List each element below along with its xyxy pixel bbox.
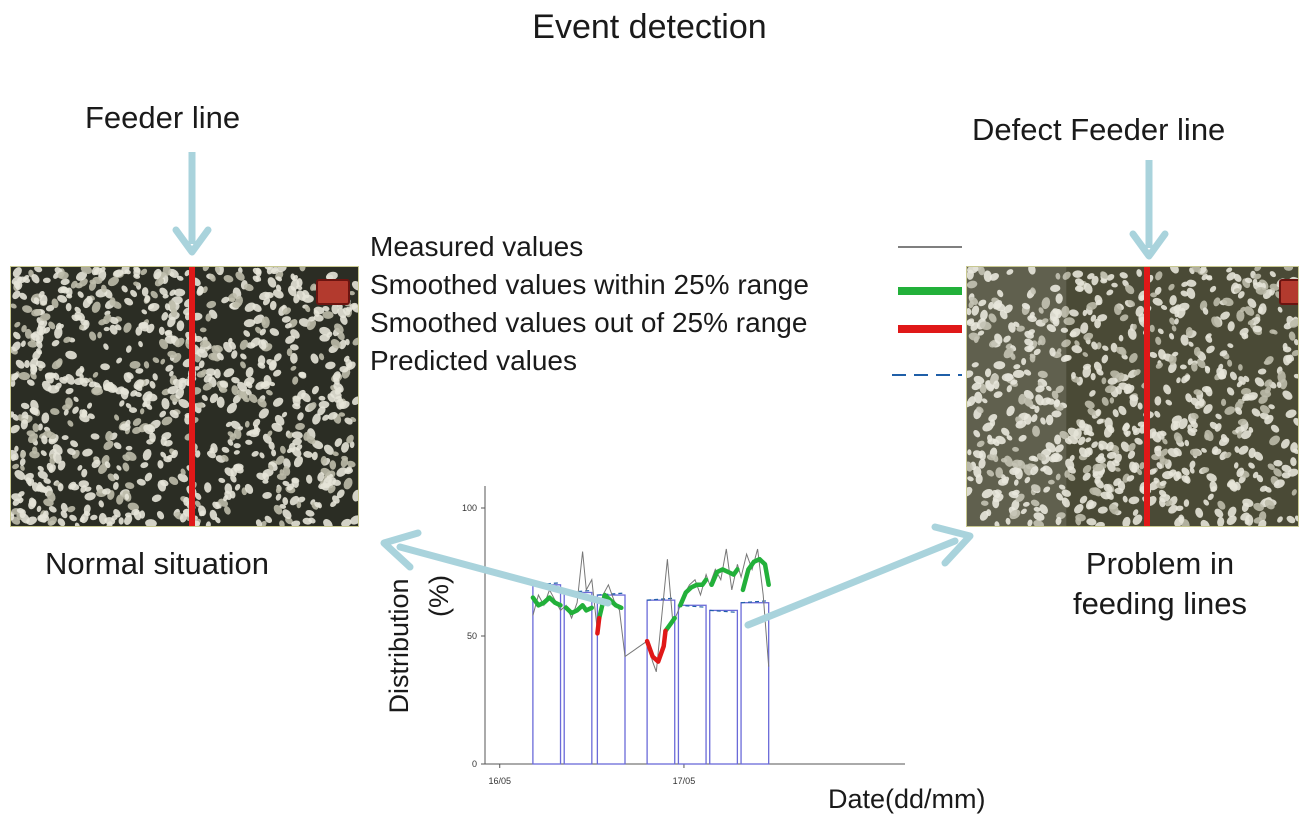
period-bar bbox=[740, 602, 770, 765]
defect-feeder-line-label: Defect Feeder line bbox=[972, 112, 1226, 147]
legend-item-out-of-range: Smoothed values out of 25% range bbox=[370, 307, 808, 338]
period-bar bbox=[563, 591, 593, 765]
smoothed-within-segment bbox=[596, 592, 624, 621]
problem-label-line2: feeding lines bbox=[1072, 586, 1248, 621]
period-bar bbox=[677, 604, 707, 765]
smoothed-within-segment bbox=[663, 615, 677, 634]
camera-icon bbox=[1279, 279, 1298, 305]
smoothed-within-segment bbox=[563, 603, 595, 616]
defect-feeder-line-marker bbox=[1144, 267, 1150, 526]
y-axis-label: Distribution bbox=[384, 578, 414, 713]
smoothed-within-segment bbox=[740, 556, 771, 593]
legend-item-within-range: Smoothed values within 25% range bbox=[370, 269, 809, 300]
smoothed-within-segment bbox=[678, 577, 709, 608]
predicted-line bbox=[709, 609, 738, 613]
predicted-line bbox=[597, 592, 626, 596]
x-axis-label: Date(dd/mm) bbox=[828, 784, 986, 814]
y-tick-label: 50 bbox=[467, 631, 477, 641]
legend: Measured values Smoothed values within 2… bbox=[370, 228, 809, 380]
predicted-line bbox=[647, 597, 675, 601]
y-tick-label: 0 bbox=[472, 759, 477, 769]
distribution-chart: 0 50 100 16/05 17/05 Distribution (%) Date(dd/m… bbox=[384, 486, 986, 814]
feeder-line-label: Feeder line bbox=[85, 100, 241, 135]
y-axis-unit-label: (%) bbox=[424, 575, 454, 617]
legend-swatches bbox=[892, 246, 962, 376]
predicted-line bbox=[678, 604, 707, 608]
x-tick-label: 17/05 bbox=[673, 776, 696, 786]
legend-item-measured: Measured values bbox=[370, 231, 584, 262]
period-bar bbox=[709, 609, 739, 765]
legend-item-predicted: Predicted values bbox=[370, 345, 578, 376]
period-bar bbox=[646, 599, 676, 765]
defect-feeder-photo bbox=[966, 266, 1299, 527]
problem-label: Problem in feeding lines bbox=[1060, 546, 1260, 622]
poultry-texture bbox=[11, 267, 358, 526]
camera-icon bbox=[316, 279, 350, 305]
period-bar bbox=[532, 584, 562, 765]
y-tick-label: 100 bbox=[462, 503, 477, 513]
smoothed-out-segment bbox=[595, 615, 602, 636]
smoothed-out-segment bbox=[644, 628, 668, 664]
smoothed-within-segment bbox=[709, 567, 740, 588]
normal-situation-label: Normal situation bbox=[45, 546, 269, 581]
figure-title: Event detection bbox=[532, 8, 767, 46]
measured-series bbox=[532, 548, 770, 672]
feeder-line-arrow bbox=[172, 152, 212, 256]
poultry-texture bbox=[967, 267, 1298, 526]
feeder-line-marker bbox=[189, 267, 195, 526]
x-tick-label: 16/05 bbox=[488, 776, 511, 786]
problem-label-line1: Problem in bbox=[1085, 546, 1235, 581]
defect-feeder-line-arrow bbox=[1129, 160, 1169, 260]
normal-feeder-photo bbox=[10, 266, 359, 527]
